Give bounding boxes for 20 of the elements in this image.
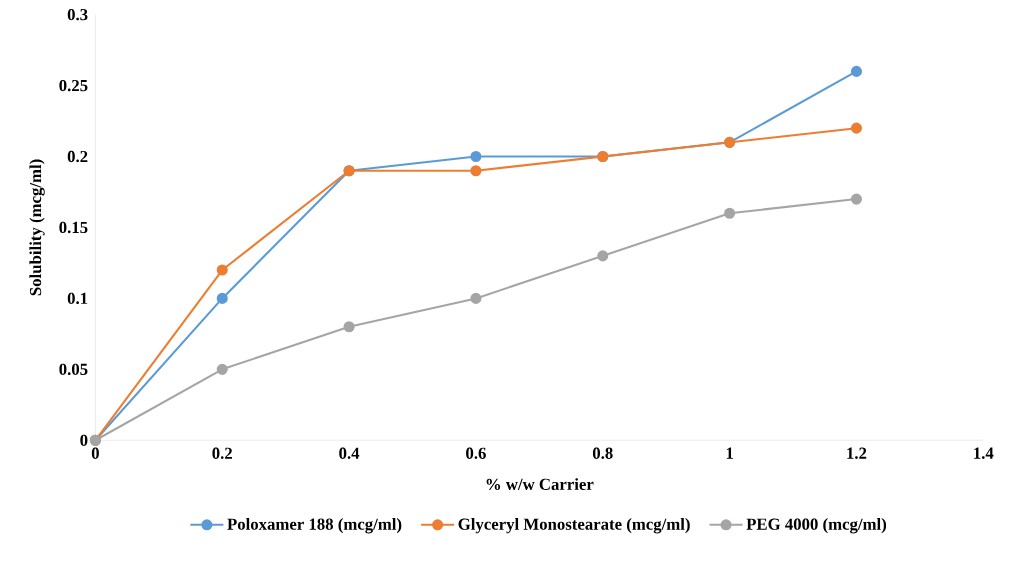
y-tick-label: 0.1: [67, 292, 88, 304]
legend-label: Poloxamer 188 (mcg/ml): [227, 517, 402, 534]
y-tick-label: 0.05: [59, 363, 88, 375]
y-tick-label: 0.2: [67, 150, 88, 163]
y-tick-label: 0.3: [67, 8, 88, 21]
x-tick-label: 0.2: [212, 447, 232, 459]
x-tick-label: 1.4: [974, 447, 994, 459]
y-axis-title: Solubility (mcg/ml): [29, 159, 45, 296]
x-tick-label: 1.2: [847, 447, 867, 459]
y-tick-label: 0.15: [59, 221, 88, 233]
x-axis-title: % w/w Carrier: [486, 477, 594, 490]
x-tick-label: 0.6: [466, 447, 486, 459]
x-tick-label: 1: [726, 447, 733, 459]
x-tick-label: 0.4: [339, 447, 360, 459]
y-tick-label: 0.25: [59, 79, 88, 92]
x-tick-label: 0.8: [592, 447, 613, 459]
legend-label: Glyceryl Monostearate (mcg/ml): [458, 517, 690, 534]
y-tick-label: 0: [80, 434, 88, 446]
legend-label: PEG 4000 (mcg/ml): [746, 517, 887, 534]
x-tick-label: 0: [91, 447, 99, 459]
